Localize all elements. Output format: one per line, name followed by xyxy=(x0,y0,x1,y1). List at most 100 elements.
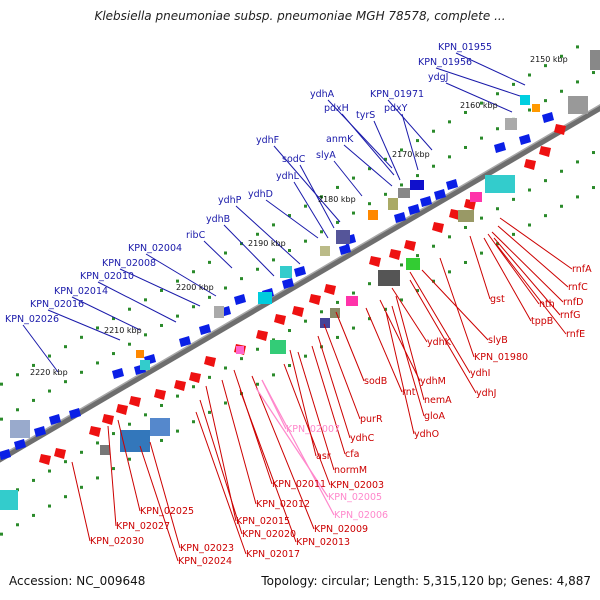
gene-block xyxy=(532,104,540,112)
tick-dot xyxy=(144,298,147,302)
gene-block xyxy=(346,296,358,306)
gene-label: slyB xyxy=(488,335,508,346)
tick-dot xyxy=(416,139,419,143)
gene-arrow xyxy=(292,306,304,317)
tick-dot xyxy=(0,382,3,386)
tick-dot xyxy=(368,317,371,321)
gene-arrow xyxy=(49,414,61,425)
gene-label: tyrS xyxy=(356,110,375,121)
gene-arrow xyxy=(339,244,351,255)
label-leader xyxy=(335,311,365,382)
gene-label: KPN_02013 xyxy=(296,537,350,548)
gene-label: rnfC xyxy=(568,282,588,293)
gene-label: ydhK xyxy=(427,337,452,348)
label-leader xyxy=(395,295,425,401)
gene-label: KPN_01971 xyxy=(370,89,424,100)
label-leader xyxy=(445,82,513,113)
tick-dot xyxy=(544,99,547,103)
tick-dot xyxy=(432,129,435,133)
gene-block xyxy=(136,350,144,358)
gene-block xyxy=(236,346,244,354)
tick-dot xyxy=(192,270,195,274)
tick-dot xyxy=(544,179,547,183)
label-leader xyxy=(145,253,217,297)
tick-dot xyxy=(304,319,307,323)
tick-dot xyxy=(368,282,371,286)
gene-arrow xyxy=(294,266,306,277)
tick-dot xyxy=(560,54,563,58)
gene-arrow xyxy=(389,249,401,260)
gene-arrow xyxy=(369,256,381,267)
tick-dot xyxy=(352,326,355,330)
tick-dot xyxy=(256,347,259,351)
gene-label: KPN_02012 xyxy=(256,499,310,510)
label-leader xyxy=(203,240,233,269)
gene-label: KPN_02015 xyxy=(236,516,290,527)
label-leader xyxy=(199,399,243,535)
gene-arrow xyxy=(174,380,186,391)
label-leader xyxy=(223,224,275,277)
tick-dot xyxy=(480,136,483,140)
tick-dot xyxy=(128,307,131,311)
position-tick-label: 2210 kbp xyxy=(104,326,142,335)
tick-dot xyxy=(128,457,131,461)
label-leader xyxy=(235,205,301,265)
tick-dot xyxy=(224,251,227,255)
gene-label: ydhM xyxy=(420,376,446,387)
tick-dot xyxy=(544,64,547,68)
gene-arrow xyxy=(199,324,211,335)
tick-dot xyxy=(176,314,179,318)
gene-label: KPN_02003 xyxy=(330,480,384,491)
position-tick-label: 2190 kbp xyxy=(248,239,286,248)
gene-arrow xyxy=(324,284,336,295)
gene-arrow xyxy=(494,142,506,153)
tick-dot xyxy=(480,216,483,220)
tick-dot xyxy=(96,326,99,330)
gene-label: KPN_02023 xyxy=(180,543,234,554)
label-leader xyxy=(297,351,335,471)
tick-dot xyxy=(240,277,243,281)
gene-label: ydhL xyxy=(276,171,300,182)
tick-dot xyxy=(576,195,579,199)
gene-block xyxy=(320,246,330,256)
gene-block xyxy=(388,198,398,210)
gene-label: sodC xyxy=(282,154,306,165)
gene-label: ydhC xyxy=(350,433,375,444)
gene-arrow xyxy=(179,336,191,347)
gene-block xyxy=(258,292,272,304)
tick-dot xyxy=(224,401,227,405)
gene-label: KPN_02024 xyxy=(178,556,232,567)
tick-dot xyxy=(384,192,387,196)
tick-dot xyxy=(576,160,579,164)
gene-block xyxy=(568,96,588,114)
position-tick-label: 2150 kbp xyxy=(530,55,568,64)
label-leader xyxy=(251,375,315,530)
tick-dot xyxy=(368,202,371,206)
gene-arrow xyxy=(432,222,444,233)
label-leader xyxy=(273,145,341,223)
label-leader xyxy=(47,309,121,341)
gene-label: ydhB xyxy=(206,214,230,225)
tick-dot xyxy=(320,310,323,314)
gene-arrow xyxy=(274,314,286,325)
gene-block xyxy=(100,445,110,455)
position-tick-label: 2180 kbp xyxy=(318,195,356,204)
gene-label: KPN_02009 xyxy=(314,524,368,535)
label-leader xyxy=(107,425,117,527)
label-leader xyxy=(391,305,425,417)
gene-block xyxy=(280,266,292,278)
label-leader xyxy=(341,113,395,176)
tick-dot xyxy=(64,495,67,499)
label-leader xyxy=(483,237,532,322)
gene-block xyxy=(410,180,424,190)
gene-block xyxy=(10,420,30,438)
tick-dot xyxy=(384,307,387,311)
tick-dot xyxy=(304,354,307,358)
gene-label: KPN_02011 xyxy=(272,479,326,490)
gene-label: KPN_02005 xyxy=(328,492,382,503)
label-leader xyxy=(71,461,91,542)
gene-label: KPN_02025 xyxy=(140,506,194,517)
genome-backbone xyxy=(0,104,600,463)
gene-label: KPN_01980 xyxy=(474,352,528,363)
